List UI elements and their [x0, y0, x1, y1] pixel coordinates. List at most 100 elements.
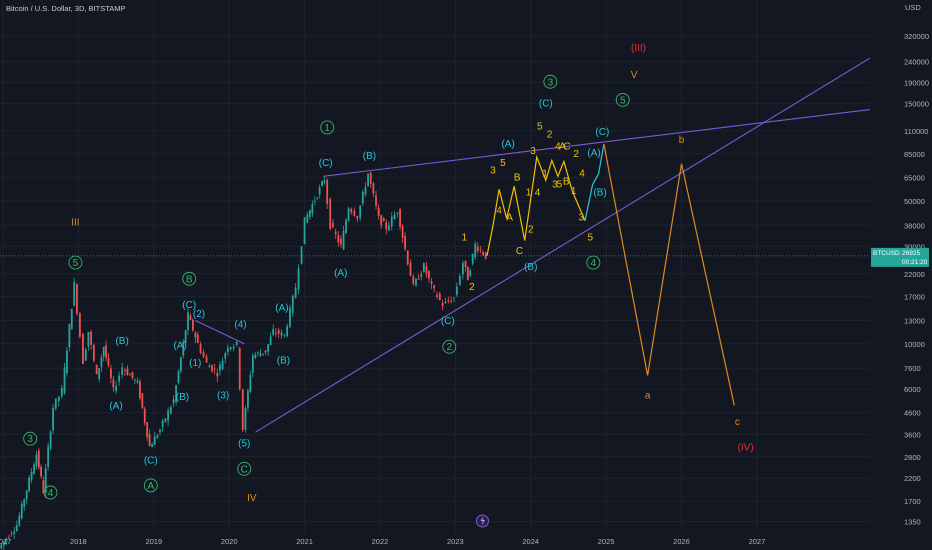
- candle-body: [126, 368, 129, 375]
- wave-label: (III): [631, 43, 646, 54]
- candle-body: [375, 195, 377, 206]
- wave-label: 4: [48, 488, 54, 499]
- chart-grid: [0, 0, 870, 532]
- wave-label-circle: [182, 271, 197, 286]
- price-axis[interactable]: USD 320000 240000 190000 150000 110000 85000 65…: [870, 0, 932, 550]
- price-tick-label: 10000: [904, 340, 925, 349]
- current-price-value: 26925: [902, 250, 920, 257]
- wave-label: 4: [496, 205, 502, 216]
- candle-body: [241, 389, 244, 430]
- candle-body: [380, 215, 383, 226]
- wave-label: IV: [247, 493, 257, 504]
- wave-label: (B): [115, 336, 128, 347]
- candle-body: [95, 364, 98, 375]
- candle-body: [63, 367, 66, 394]
- price-tick-label: 30000: [904, 242, 925, 251]
- wave-label: B: [514, 172, 521, 183]
- lightning-icon-glyph: [480, 516, 485, 526]
- candle-body: [425, 266, 428, 274]
- candle-body: [316, 197, 319, 199]
- candle-body: [82, 333, 84, 365]
- candle-body: [455, 286, 458, 295]
- candle-body: [118, 375, 121, 382]
- candle-body: [52, 407, 54, 431]
- candle-body: [105, 345, 107, 358]
- wave-label: 4: [535, 188, 541, 199]
- candle-body: [337, 235, 340, 243]
- candle-body: [18, 515, 21, 526]
- candle-body: [393, 214, 396, 220]
- wave-label: 5: [73, 258, 79, 269]
- candle-body: [87, 331, 90, 347]
- candle-body: [406, 250, 409, 265]
- price-tick-label: 2200: [904, 474, 921, 483]
- candle-body: [369, 172, 372, 184]
- candle-body: [112, 379, 115, 388]
- candle-body: [342, 230, 345, 250]
- projection-cyan-path: [584, 143, 605, 221]
- wave-label: (C): [319, 158, 333, 169]
- candle-body: [205, 356, 208, 363]
- time-tick-label: 2025: [598, 537, 615, 546]
- time-axis[interactable]: 2017 2018 2019 2020 2021 2022 2023 2024 2025 2026…: [0, 514, 765, 546]
- candle-body: [143, 408, 146, 423]
- candle-body: [311, 204, 314, 214]
- candle-body: [224, 353, 227, 359]
- wave-label: 3: [530, 146, 536, 157]
- candle-body: [23, 499, 26, 507]
- wave-label: (B): [176, 392, 189, 403]
- candle-body: [123, 370, 126, 372]
- price-tick-label: 3600: [904, 430, 921, 439]
- time-tick-label: 2021: [296, 537, 313, 546]
- wave-label: 3: [578, 213, 584, 224]
- candle-body: [318, 187, 321, 195]
- time-tick-label: 2023: [447, 537, 464, 546]
- candle-body: [175, 385, 177, 402]
- wave-label: (C): [539, 98, 553, 109]
- wave-label: A: [559, 142, 566, 153]
- time-tick-label: 2019: [145, 537, 162, 546]
- candle-body: [401, 226, 404, 238]
- candle-body: [115, 385, 118, 392]
- candle-body: [238, 347, 241, 390]
- trendline: [323, 108, 871, 177]
- candle-body: [385, 222, 388, 230]
- candle-body: [347, 208, 350, 221]
- candle-body: [28, 477, 31, 492]
- wave-label-circle: [543, 74, 558, 89]
- candle-body: [196, 334, 199, 343]
- candle-body: [262, 353, 264, 355]
- price-tick-label: 50000: [904, 197, 925, 206]
- price-tick-label: 2800: [904, 453, 921, 462]
- candle-body: [367, 173, 369, 187]
- wave-label: 1: [462, 233, 468, 244]
- wave-label: (IV): [738, 443, 754, 454]
- candle-body: [219, 364, 221, 371]
- candle-body: [2, 541, 5, 546]
- candle-body: [396, 212, 399, 214]
- wave-label: 5: [537, 121, 543, 132]
- candle-body: [189, 315, 192, 320]
- candle-body: [153, 436, 156, 445]
- candle-body: [73, 282, 76, 306]
- price-tick-label: 7600: [904, 364, 921, 373]
- candle-body: [294, 287, 297, 298]
- candle-body: [340, 238, 342, 245]
- candle-body: [447, 300, 450, 302]
- candle-body: [42, 480, 45, 494]
- wave-label: (C): [144, 455, 158, 466]
- candle-body: [458, 275, 461, 286]
- candle-body: [326, 179, 329, 204]
- wave-label: 3: [27, 434, 33, 445]
- price-tick-label: 320000: [904, 32, 929, 41]
- candle-body: [229, 347, 232, 350]
- wave-label: b: [679, 135, 685, 146]
- candle-body: [280, 332, 283, 336]
- candle-body: [179, 357, 182, 372]
- candle-body: [129, 374, 131, 376]
- wave-label: B: [563, 177, 570, 188]
- candle-body: [469, 270, 472, 276]
- candle-body: [84, 349, 87, 361]
